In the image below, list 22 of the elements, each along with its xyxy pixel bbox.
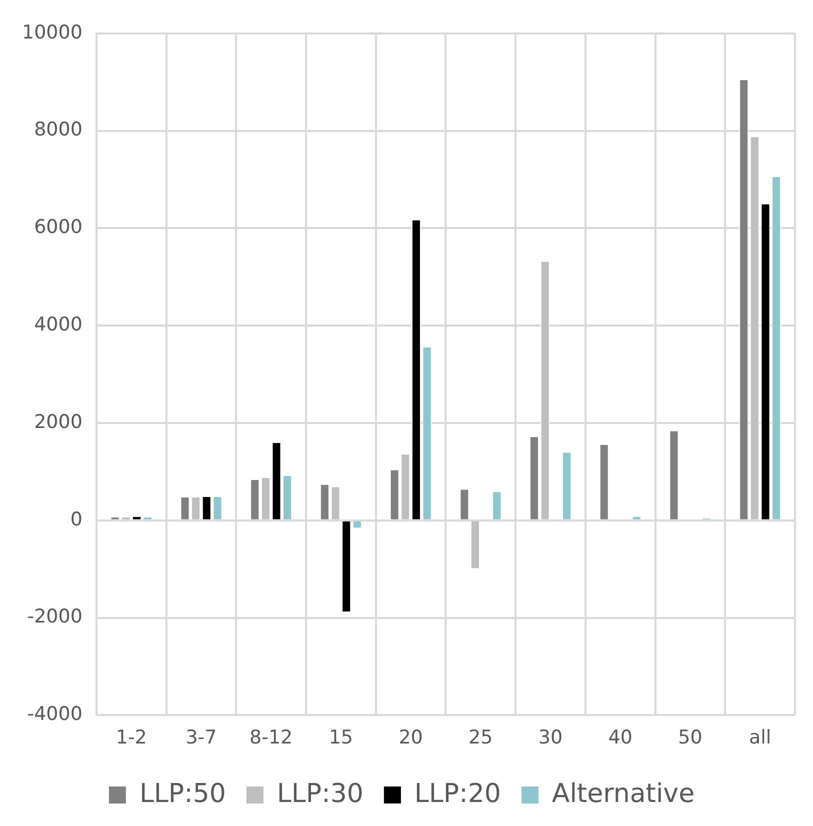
y-tick-label: 4000 (34, 314, 82, 336)
y-tick-label: 2000 (34, 410, 82, 433)
x-tick-label: 15 (328, 726, 354, 749)
x-tick-label: 1-2 (116, 726, 147, 749)
legend-label: LLP:50 (139, 778, 226, 809)
y-tick-label: 0 (70, 508, 82, 530)
y-tick-label: -4000 (27, 703, 82, 726)
y-tick-label: 8000 (34, 118, 82, 141)
y-tick-label: 10000 (22, 21, 82, 44)
legend-label: Alternative (552, 778, 695, 809)
x-tick-label: 20 (398, 726, 423, 749)
x-tick-label: 30 (538, 726, 563, 749)
legend-label: LLP:20 (414, 778, 501, 809)
x-tick-label: 25 (468, 726, 493, 749)
x-tick-label: 50 (678, 726, 702, 749)
y-tick-label: 6000 (34, 216, 82, 238)
x-tick-label: 3-7 (186, 726, 217, 749)
x-tick-label: 40 (608, 726, 632, 749)
x-tick-label: 8-12 (250, 726, 293, 749)
x-tick-label: all (748, 726, 772, 749)
legend-label: LLP:30 (276, 778, 364, 809)
y-tick-label: -2000 (27, 606, 82, 628)
